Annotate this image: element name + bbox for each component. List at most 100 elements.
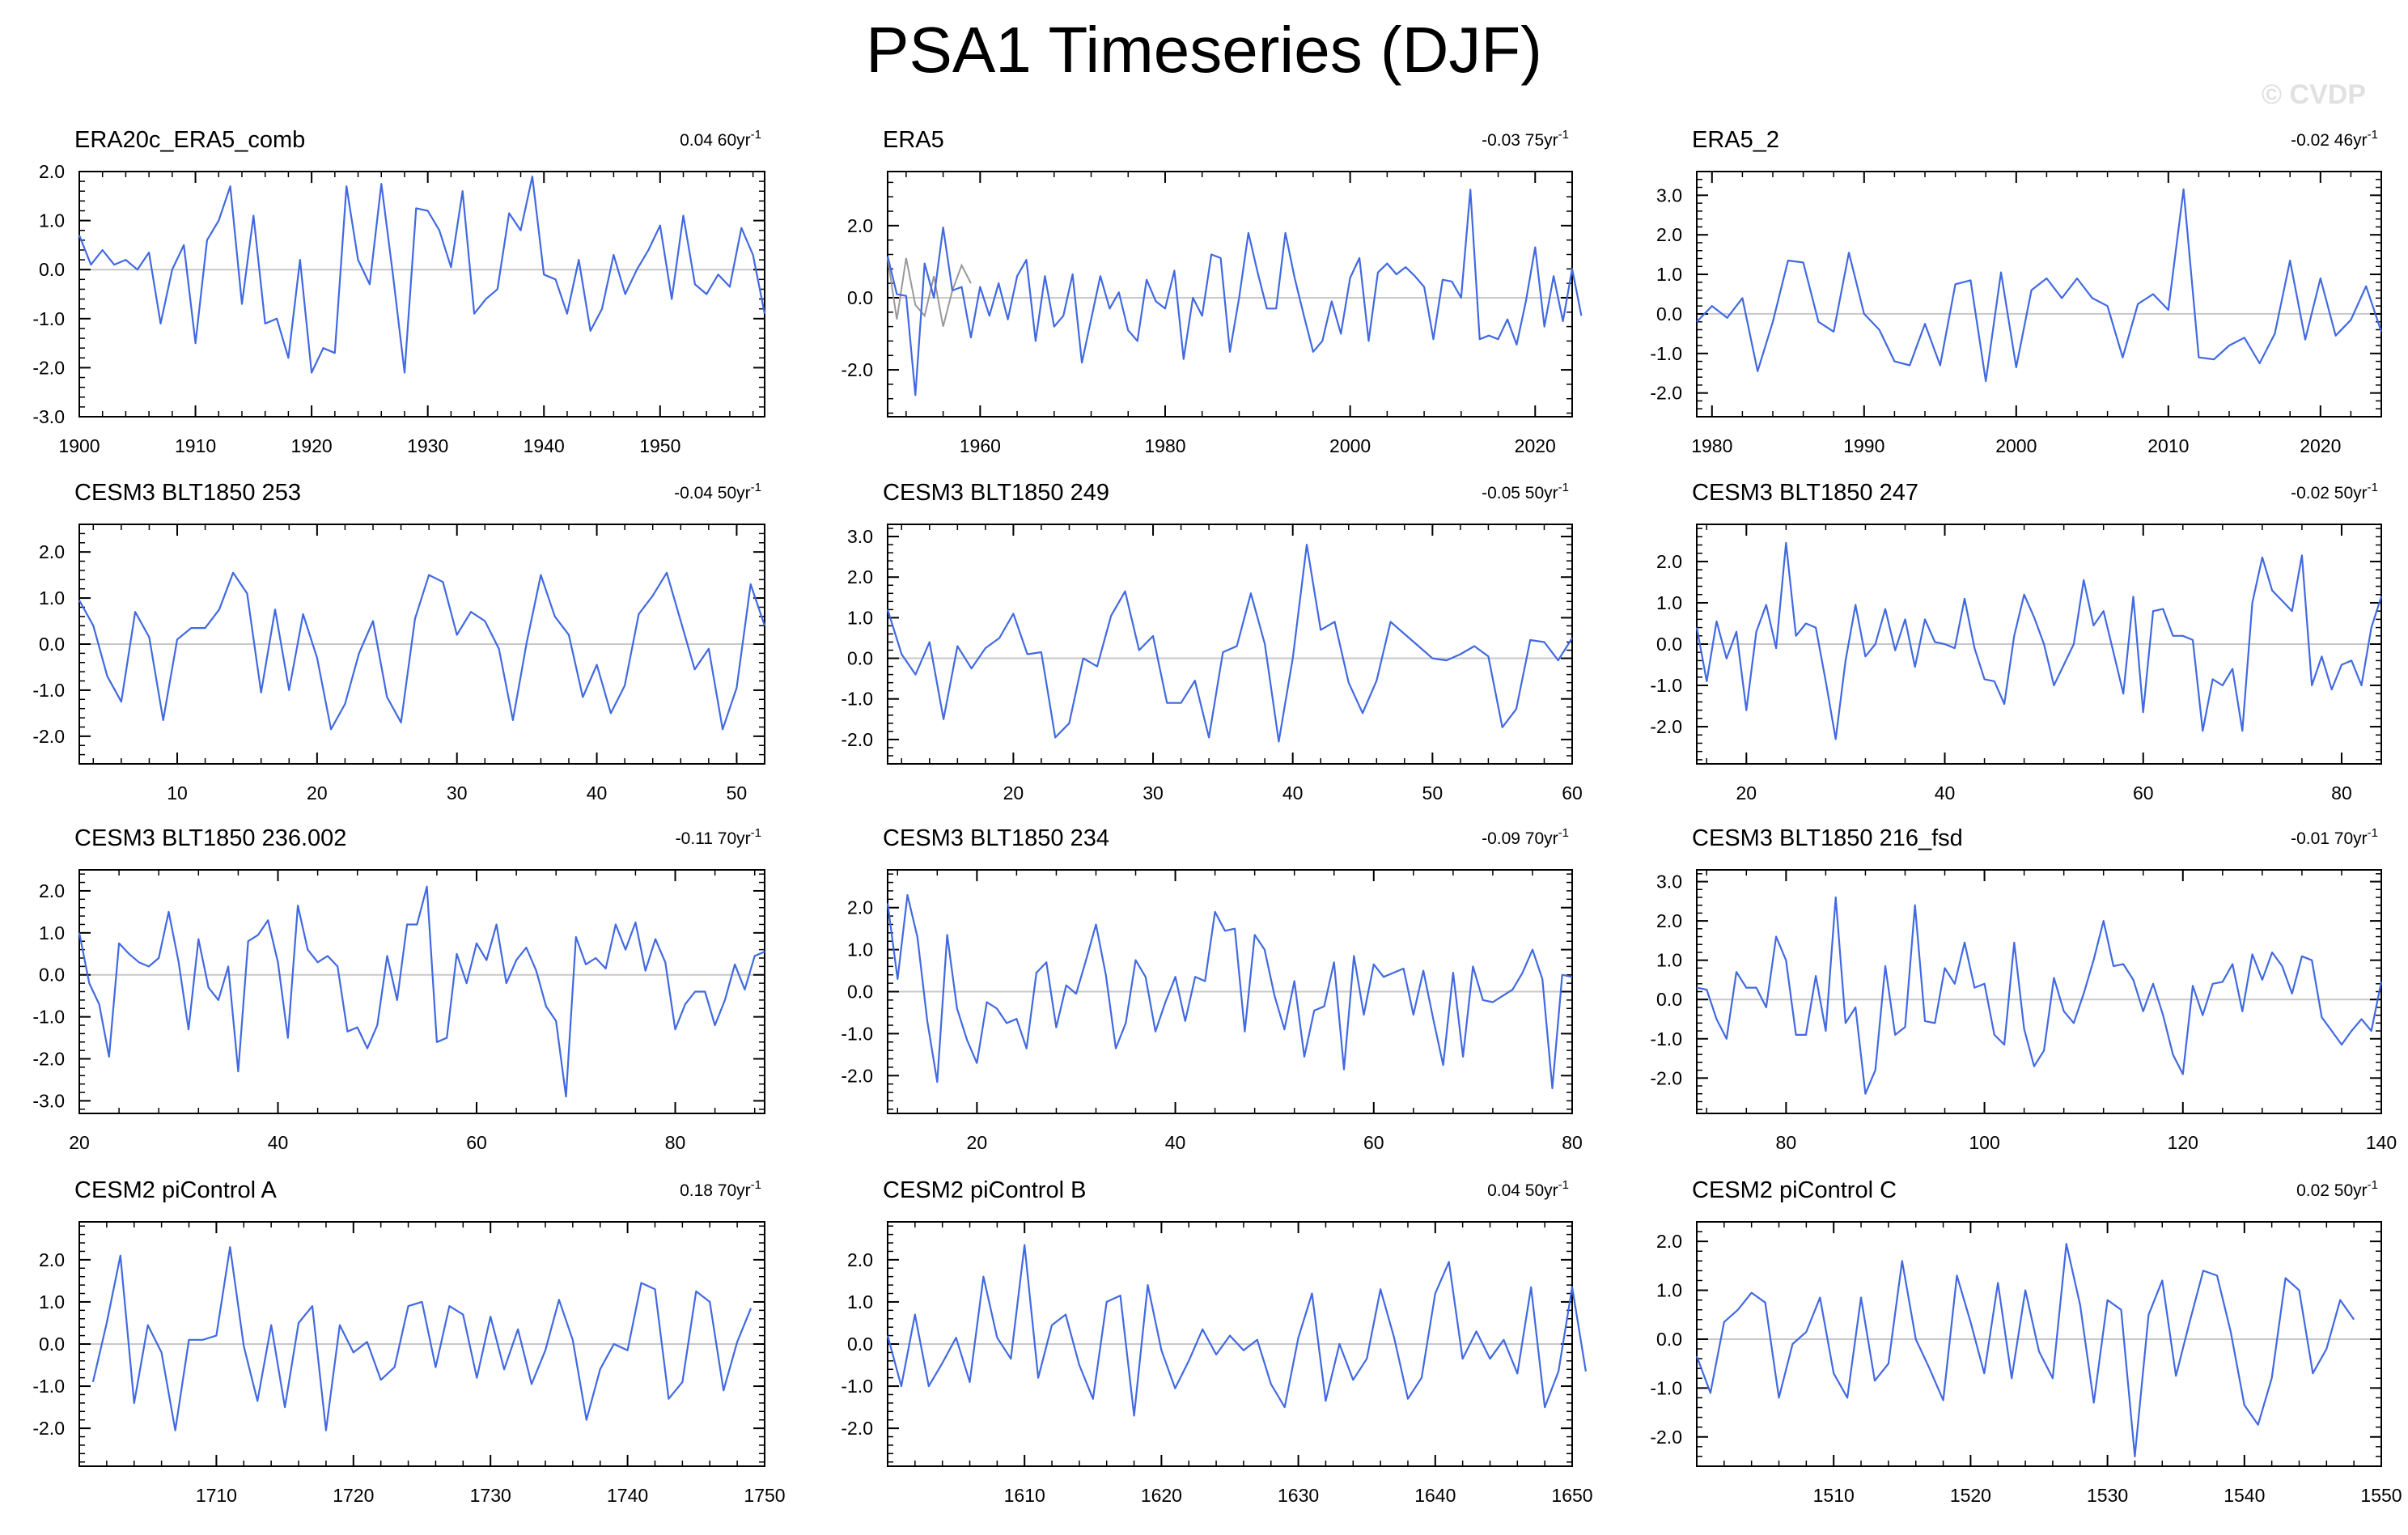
x-tick-label: 140: [2366, 1132, 2397, 1153]
x-tick-label: 60: [466, 1132, 487, 1153]
y-tick-label: 2.0: [39, 880, 65, 901]
y-tick-label: 0.0: [39, 259, 65, 280]
y-tick-label: -2.0: [1650, 716, 1682, 737]
trend-label: -0.03 75yr-1: [1482, 128, 1569, 150]
x-tick-label: 60: [2133, 782, 2154, 804]
y-tick-label: 0.0: [39, 634, 65, 655]
y-tick-label: -1.0: [32, 1376, 65, 1397]
x-tick-label: 1900: [58, 435, 100, 456]
y-tick-label: -1.0: [1650, 1028, 1682, 1049]
plot-frame: [887, 171, 1573, 418]
trend-label: 0.02 50yr-1: [2296, 1178, 2378, 1200]
y-tick-label: -2.0: [1650, 383, 1682, 404]
panel-title: CESM2 piControl C: [1692, 1177, 1897, 1203]
trend-label: -0.04 50yr-1: [674, 481, 761, 502]
panel-title: ERA5: [883, 127, 944, 153]
y-tick-label: -1.0: [32, 1007, 65, 1028]
y-tick-label: 1.0: [39, 922, 65, 943]
panel-4: CESM3 BLT1850 253 -0.04 50yr-1 -2.0 -1.0 0.0…: [32, 480, 766, 804]
y-tick-label: 2.0: [847, 566, 873, 587]
y-tick-label: 0.0: [1656, 303, 1682, 324]
x-tick-label: 2020: [1515, 435, 1556, 456]
x-tick-label: 20: [307, 782, 328, 804]
y-tick-label: 0.0: [847, 1334, 873, 1355]
panel-10: CESM2 piControl A 0.18 70yr-1 -2.0 -1.0 0.0 1…: [32, 1177, 785, 1506]
y-tick-label: 2.0: [847, 897, 873, 918]
y-tick-label: 3.0: [1656, 184, 1682, 206]
x-tick-label: 1910: [175, 435, 216, 456]
watermark: © CVDP: [2262, 79, 2366, 110]
y-tick-label: -2.0: [32, 357, 65, 378]
y-tick-label: -2.0: [841, 729, 873, 750]
y-tick-label: -2.0: [1650, 1067, 1682, 1088]
trend-text: 0.18 70yr: [680, 1181, 751, 1200]
trend-label: -0.05 50yr-1: [1482, 481, 1569, 502]
x-tick-label: 1750: [744, 1485, 785, 1506]
x-tick-label: 40: [1935, 782, 1956, 804]
y-tick-label: 2.0: [39, 161, 65, 182]
x-tick-label: 2020: [2300, 435, 2341, 456]
y-tick-label: 0.0: [1656, 1329, 1682, 1350]
trend-text: -0.02 50yr: [2291, 484, 2368, 502]
trend-label: -0.02 50yr-1: [2291, 481, 2378, 502]
x-tick-label: 1740: [607, 1485, 648, 1506]
trend-text: -0.11 70yr: [676, 829, 751, 848]
x-tick-label: 1620: [1141, 1485, 1182, 1506]
y-tick-label: -3.0: [32, 1090, 65, 1111]
x-tick-label: 120: [2168, 1132, 2198, 1153]
y-tick-label: -2.0: [1650, 1427, 1682, 1448]
y-tick-label: -1.0: [841, 1023, 873, 1044]
x-tick-label: 1640: [1414, 1485, 1456, 1506]
panel-title: CESM2 piControl A: [74, 1177, 277, 1203]
trend-text: -0.04 50yr: [674, 484, 751, 502]
series-line: [886, 893, 1573, 1090]
y-tick-label: -2.0: [841, 359, 873, 380]
trend-exponent: -1: [2368, 481, 2378, 494]
x-tick-label: 40: [1282, 782, 1304, 804]
y-tick-label: -1.0: [1650, 343, 1682, 364]
panel-title: CESM3 BLT1850 249: [883, 480, 1109, 506]
series-line: [91, 1246, 752, 1431]
series-line: [1695, 541, 2383, 740]
trend-label: -0.11 70yr-1: [676, 826, 761, 848]
x-tick-label: 1520: [1950, 1485, 1991, 1506]
panel-6: CESM3 BLT1850 247 -0.02 50yr-1 -2.0 -1.0 0.0…: [1650, 480, 2383, 804]
y-tick-label: 1.0: [847, 939, 873, 960]
y-tick-label: 1.0: [1656, 1280, 1682, 1301]
plot-frame: [78, 171, 765, 418]
x-tick-label: 1950: [639, 435, 680, 456]
series-line: [78, 885, 765, 1098]
x-tick-label: 1540: [2224, 1485, 2265, 1506]
trend-exponent: -1: [2368, 1178, 2378, 1192]
x-tick-label: 1960: [960, 435, 1001, 456]
plot-frame: [887, 524, 1573, 765]
x-tick-label: 1710: [196, 1485, 237, 1506]
trend-label: 0.18 70yr-1: [680, 1178, 761, 1200]
y-tick-label: 2.0: [847, 1249, 873, 1270]
page-title: PSA1 Timeseries (DJF): [866, 14, 1542, 86]
y-tick-label: 1.0: [1656, 592, 1682, 613]
y-tick-label: 1.0: [1656, 950, 1682, 971]
x-tick-label: 20: [967, 1132, 988, 1153]
trend-exponent: -1: [751, 826, 761, 840]
x-tick-label: 1550: [2360, 1485, 2402, 1506]
y-tick-label: 1.0: [39, 587, 65, 608]
trend-exponent: -1: [1558, 1178, 1569, 1192]
x-tick-label: 1650: [1551, 1485, 1592, 1506]
x-tick-label: 1510: [1813, 1485, 1855, 1506]
trend-text: 0.04 60yr: [680, 131, 751, 150]
panel-7: CESM3 BLT1850 236.002 -0.11 70yr-1 -3.0 -2.…: [32, 825, 765, 1153]
x-tick-label: 1920: [291, 435, 333, 456]
y-tick-label: 0.0: [39, 965, 65, 986]
y-tick-label: -2.0: [32, 726, 65, 747]
trend-text: -0.05 50yr: [1482, 484, 1558, 502]
series-line: [1696, 896, 2383, 1095]
series-line: [78, 176, 766, 374]
x-tick-label: 100: [1969, 1132, 1999, 1153]
y-tick-label: 3.0: [847, 526, 873, 547]
trend-label: -0.02 46yr-1: [2291, 128, 2378, 150]
panel-8: CESM3 BLT1850 234 -0.09 70yr-1 -2.0 -1.0 0.0…: [841, 825, 1582, 1153]
x-tick-label: 20: [1003, 782, 1024, 804]
plot-frame: [1696, 171, 2382, 418]
